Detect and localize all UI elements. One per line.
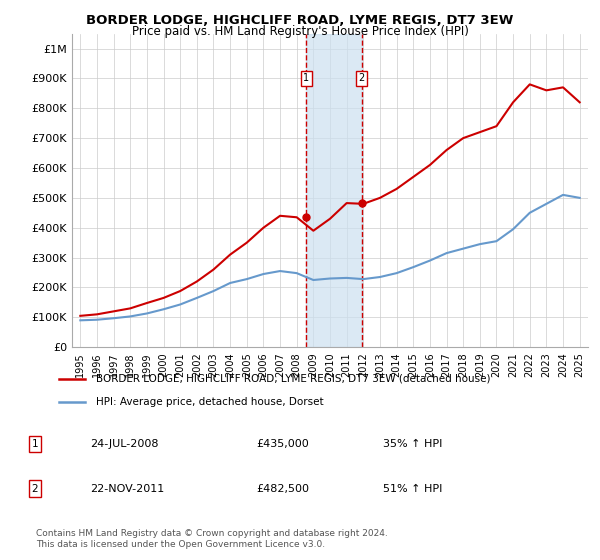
Text: BORDER LODGE, HIGHCLIFF ROAD, LYME REGIS, DT7 3EW (detached house): BORDER LODGE, HIGHCLIFF ROAD, LYME REGIS… [95, 374, 490, 384]
Text: 1: 1 [32, 439, 38, 449]
Text: 35% ↑ HPI: 35% ↑ HPI [383, 439, 442, 449]
Text: HPI: Average price, detached house, Dorset: HPI: Average price, detached house, Dors… [95, 397, 323, 407]
Text: 2: 2 [32, 483, 38, 493]
Bar [306, 34, 362, 347]
Text: 51% ↑ HPI: 51% ↑ HPI [383, 483, 442, 493]
Text: Contains HM Land Registry data © Crown copyright and database right 2024.
This d: Contains HM Land Registry data © Crown c… [36, 529, 388, 549]
Text: BORDER LODGE, HIGHCLIFF ROAD, LYME REGIS, DT7 3EW: BORDER LODGE, HIGHCLIFF ROAD, LYME REGIS… [86, 14, 514, 27]
Text: Price paid vs. HM Land Registry's House Price Index (HPI): Price paid vs. HM Land Registry's House … [131, 25, 469, 38]
Text: 1: 1 [303, 73, 309, 83]
Text: 22-NOV-2011: 22-NOV-2011 [90, 483, 164, 493]
Text: 24-JUL-2008: 24-JUL-2008 [90, 439, 159, 449]
Text: £482,500: £482,500 [256, 483, 309, 493]
Text: £435,000: £435,000 [256, 439, 308, 449]
Text: 2: 2 [359, 73, 365, 83]
